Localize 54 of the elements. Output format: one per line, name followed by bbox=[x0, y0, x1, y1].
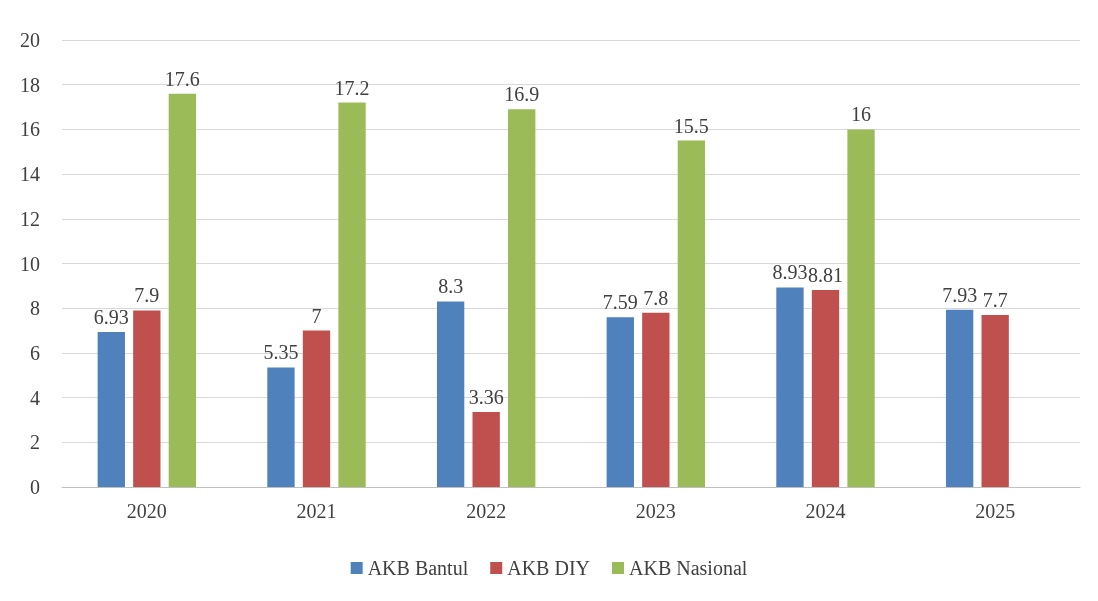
bar bbox=[436, 301, 465, 487]
y-tick-label: 16 bbox=[20, 118, 40, 141]
x-tick-label: 2025 bbox=[975, 500, 1016, 522]
x-tick-label: 2023 bbox=[635, 500, 676, 522]
x-tick-label: 2020 bbox=[126, 500, 167, 522]
data-label: 15.5 bbox=[673, 114, 709, 137]
x-tick-label: 2024 bbox=[805, 500, 846, 522]
data-label: 16 bbox=[851, 103, 872, 126]
data-label: 6.93 bbox=[93, 306, 129, 329]
bar bbox=[302, 330, 331, 487]
legend-label: AKB Bantul bbox=[367, 557, 469, 579]
bar bbox=[677, 140, 706, 487]
bar bbox=[642, 312, 670, 487]
y-tick-label: 6 bbox=[30, 341, 40, 364]
x-tick-label: 2021 bbox=[296, 500, 337, 522]
data-label: 7.8 bbox=[643, 286, 669, 309]
data-label: 7 bbox=[311, 304, 322, 327]
data-label: 7.93 bbox=[942, 283, 978, 306]
y-tick-label: 8 bbox=[30, 297, 40, 320]
y-tick-label: 10 bbox=[20, 252, 40, 275]
data-label: 8.81 bbox=[808, 264, 843, 287]
data-label: 16.9 bbox=[504, 83, 540, 106]
y-tick-label: 12 bbox=[20, 207, 40, 230]
data-label: 17.6 bbox=[164, 67, 200, 90]
data-label: 7.59 bbox=[602, 291, 638, 314]
bar bbox=[97, 332, 125, 487]
bar bbox=[945, 309, 974, 487]
bar bbox=[776, 287, 804, 487]
data-label: 7.7 bbox=[982, 288, 1008, 311]
bar bbox=[133, 310, 161, 487]
bar bbox=[847, 129, 875, 487]
data-label: 8.3 bbox=[438, 275, 464, 298]
bar bbox=[267, 367, 295, 487]
bar bbox=[508, 109, 536, 487]
data-label: 3.36 bbox=[468, 385, 504, 408]
y-tick-label: 2 bbox=[30, 431, 40, 454]
data-label: 8.93 bbox=[772, 261, 808, 284]
legend-label: AKB Nasional bbox=[629, 557, 748, 579]
bar bbox=[338, 102, 366, 487]
x-tick-label: 2022 bbox=[466, 500, 507, 522]
data-label: 5.35 bbox=[263, 341, 299, 364]
y-tick-label: 20 bbox=[20, 29, 40, 51]
y-tick-label: 14 bbox=[20, 163, 40, 186]
y-tick-label: 18 bbox=[20, 73, 40, 96]
bar bbox=[168, 93, 197, 487]
y-tick-label: 4 bbox=[30, 386, 40, 409]
data-label: 7.9 bbox=[134, 284, 160, 307]
bar bbox=[472, 411, 500, 487]
bar bbox=[606, 317, 634, 487]
legend-label: AKB DIY bbox=[507, 557, 591, 579]
data-label: 17.2 bbox=[334, 76, 370, 99]
y-tick-label: 0 bbox=[30, 476, 40, 498]
bar bbox=[981, 314, 1009, 487]
bar bbox=[811, 290, 840, 487]
